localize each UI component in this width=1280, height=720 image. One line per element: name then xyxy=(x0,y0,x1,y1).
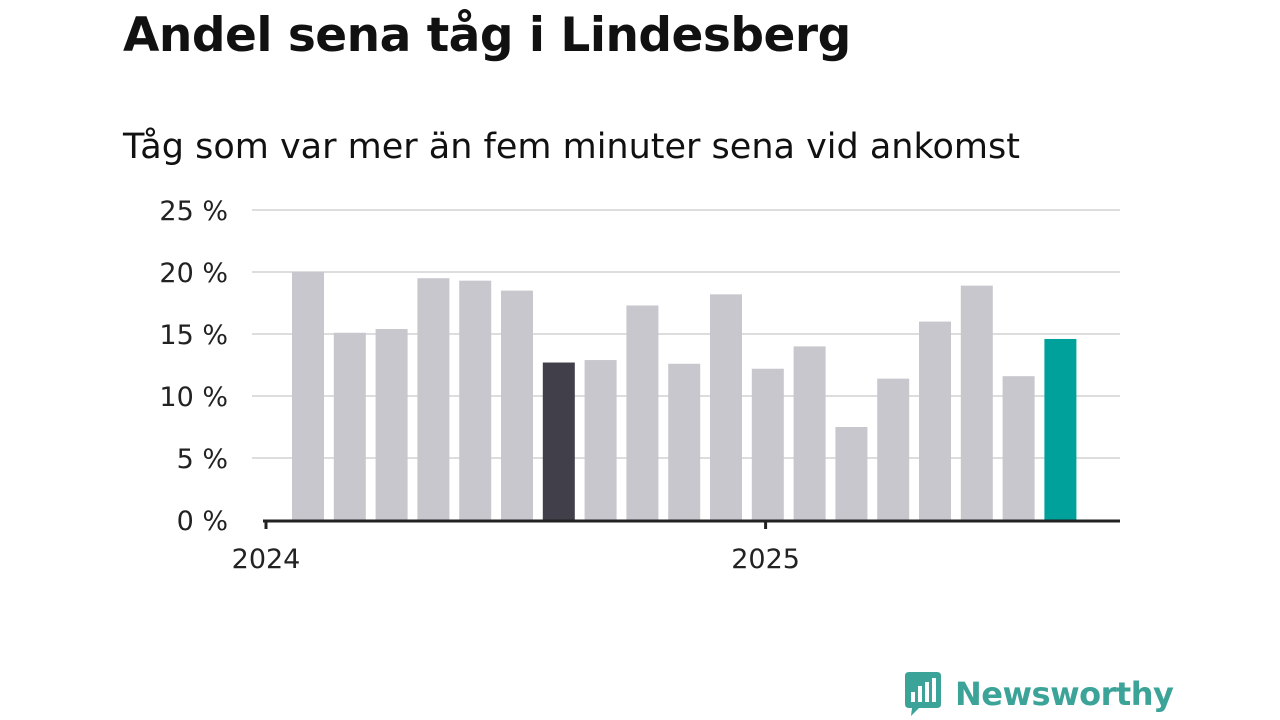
y-tick-label: 15 % xyxy=(159,320,228,351)
y-tick-label: 5 % xyxy=(177,444,228,475)
bar-2024-07 xyxy=(542,362,575,520)
bar-2025-06 xyxy=(1002,376,1035,520)
bar-2025-02 xyxy=(835,427,868,520)
brand-name: Newsworthy xyxy=(955,675,1174,713)
bar-2024-10 xyxy=(668,363,701,520)
chart-title: Andel sena tåg i Lindesberg xyxy=(123,8,851,63)
y-tick-label: 10 % xyxy=(159,382,228,413)
bar-2024-04 xyxy=(417,278,450,520)
bar-2024-08 xyxy=(584,360,617,520)
bar-2025-04 xyxy=(919,321,951,520)
x-tick-label: 2024 xyxy=(232,544,301,575)
y-axis-ticks: 0 % 5 % 10 % 15 % 20 % 25 % xyxy=(159,196,228,537)
chart-subtitle: Tåg som var mer än fem minuter sena vid … xyxy=(123,127,1020,167)
x-axis-ticks: 2024 2025 xyxy=(232,520,800,575)
x-tick-label: 2025 xyxy=(731,544,800,575)
bar-2024-06 xyxy=(501,290,533,520)
y-tick-label: 0 % xyxy=(177,506,228,537)
bar-2024-03 xyxy=(375,329,408,520)
bar-2025-07 xyxy=(1044,338,1077,520)
newsworthy-chart-bubble-icon xyxy=(905,672,941,716)
newsworthy-logo: Newsworthy xyxy=(903,671,1174,717)
bars xyxy=(292,272,1077,520)
bar-2025-01 xyxy=(793,346,826,520)
y-tick-label: 25 % xyxy=(159,196,228,227)
bar-2024-09 xyxy=(626,305,659,520)
bar-2024-05 xyxy=(459,280,492,520)
bar-2024-12 xyxy=(751,368,784,520)
y-tick-label: 20 % xyxy=(159,258,228,289)
bar-2024-11 xyxy=(710,294,742,520)
bar-2025-05 xyxy=(960,285,993,520)
bar-2024-02 xyxy=(333,332,366,520)
bar-2024-01 xyxy=(292,272,324,520)
bar-2025-03 xyxy=(877,378,910,520)
